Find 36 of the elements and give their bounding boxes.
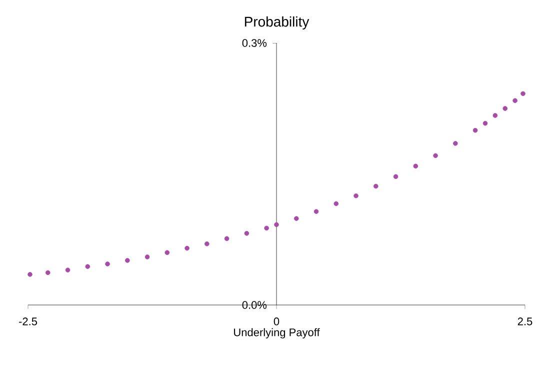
point (334, 201, 339, 206)
point (512, 98, 518, 104)
point (274, 222, 279, 228)
point (314, 209, 319, 214)
y-tick-label: 0.0% (242, 301, 267, 309)
point (482, 120, 488, 126)
point (433, 153, 438, 158)
point (374, 184, 378, 189)
point (28, 272, 32, 277)
point (65, 268, 70, 272)
x-axis-title: Underlying Payoff (234, 328, 320, 338)
point (413, 164, 418, 169)
point (105, 262, 110, 266)
point (204, 241, 210, 246)
y-tick-label: 0.3% (242, 39, 267, 47)
point (354, 193, 358, 198)
point (184, 246, 190, 251)
point (520, 91, 526, 96)
point (85, 264, 90, 269)
point (164, 250, 170, 255)
point (125, 258, 130, 263)
chart-title: Probability (244, 16, 310, 30)
x-tick-label: 0 (274, 318, 280, 326)
x-tick-label: 2.5 (518, 318, 532, 326)
point (453, 141, 458, 146)
point (264, 226, 269, 231)
point (502, 106, 508, 111)
x-tick-label: -2.5 (19, 318, 38, 326)
point (294, 216, 299, 221)
point (472, 128, 478, 133)
point (492, 113, 498, 118)
point (45, 270, 50, 276)
point (393, 174, 398, 180)
point (224, 236, 230, 242)
point (144, 254, 150, 260)
point (244, 230, 250, 236)
